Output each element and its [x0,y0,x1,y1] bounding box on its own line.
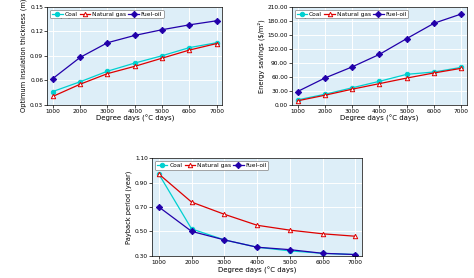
Natural gas [50,95,56,98]
Text: (a): (a) [58,11,71,20]
X-axis label: Degree days (°C days): Degree days (°C days) [218,266,296,274]
Natural gas [214,42,219,45]
Coal [295,98,301,101]
Coal [287,249,293,252]
Coal [377,80,383,83]
Coal [187,46,192,49]
Coal [159,54,165,57]
Fuel-oil [50,77,56,80]
Coal [320,252,326,255]
Y-axis label: Payback period (year): Payback period (year) [126,170,132,244]
Legend: Coal, Natural gas, Fuel-oil: Coal, Natural gas, Fuel-oil [50,10,164,18]
Coal [349,86,355,90]
Coal [77,80,83,83]
Coal [431,70,437,74]
Natural gas [377,82,383,85]
X-axis label: Degree days (°C days): Degree days (°C days) [96,115,174,122]
Text: (c): (c) [165,162,178,171]
Line: Fuel-oil: Fuel-oil [156,205,358,257]
Line: Fuel-oil: Fuel-oil [51,19,219,81]
Fuel-oil [404,37,410,40]
Natural gas [187,48,192,52]
Fuel-oil [320,252,326,255]
Natural gas [132,65,137,68]
Natural gas [221,213,227,216]
Line: Coal: Coal [51,41,219,94]
Natural gas [189,200,194,204]
Fuel-oil [255,245,260,249]
Natural gas [431,71,437,75]
Line: Natural gas: Natural gas [295,66,464,103]
Natural gas [320,232,326,235]
Coal [132,61,137,65]
Fuel-oil [377,53,383,56]
Line: Natural gas: Natural gas [51,41,219,99]
Fuel-oil [187,23,192,26]
Fuel-oil [287,248,293,251]
Natural gas [353,235,358,238]
Fuel-oil [105,41,110,44]
Natural gas [322,94,328,97]
Fuel-oil [159,28,165,31]
Line: Coal: Coal [156,172,358,257]
Coal [322,93,328,96]
Coal [156,172,162,176]
Natural gas [458,67,464,70]
Coal [105,70,110,73]
Natural gas [295,99,301,103]
Coal [189,227,194,230]
Coal [458,66,464,69]
Coal [404,73,410,76]
Natural gas [105,72,110,75]
Natural gas [159,56,165,60]
Fuel-oil [132,34,137,37]
Line: Natural gas: Natural gas [156,172,358,239]
Fuel-oil [77,56,83,59]
Legend: Coal, Natural gas, Fuel-oil: Coal, Natural gas, Fuel-oil [155,161,268,170]
Text: (b): (b) [302,11,316,20]
Y-axis label: Energy savings ($/m²): Energy savings ($/m²) [257,19,264,93]
Natural gas [77,83,83,86]
Coal [221,238,227,242]
Natural gas [287,229,293,232]
Fuel-oil [156,205,162,209]
Coal [255,245,260,249]
Natural gas [255,224,260,227]
Y-axis label: Optimum insulation thickness (m): Optimum insulation thickness (m) [21,0,27,113]
Fuel-oil [214,19,219,23]
Fuel-oil [349,65,355,69]
Fuel-oil [353,253,358,256]
Line: Coal: Coal [295,65,464,102]
Natural gas [349,88,355,91]
Coal [50,90,56,93]
Fuel-oil [189,230,194,233]
Legend: Coal, Natural gas, Fuel-oil: Coal, Natural gas, Fuel-oil [295,10,408,18]
Natural gas [156,172,162,176]
Line: Fuel-oil: Fuel-oil [295,12,464,94]
Coal [214,41,219,44]
Fuel-oil [322,76,328,80]
X-axis label: Degree days (°C days): Degree days (°C days) [340,115,419,122]
Natural gas [404,76,410,80]
Fuel-oil [458,12,464,16]
Fuel-oil [431,21,437,25]
Coal [353,253,358,256]
Fuel-oil [221,238,227,242]
Fuel-oil [295,90,301,93]
